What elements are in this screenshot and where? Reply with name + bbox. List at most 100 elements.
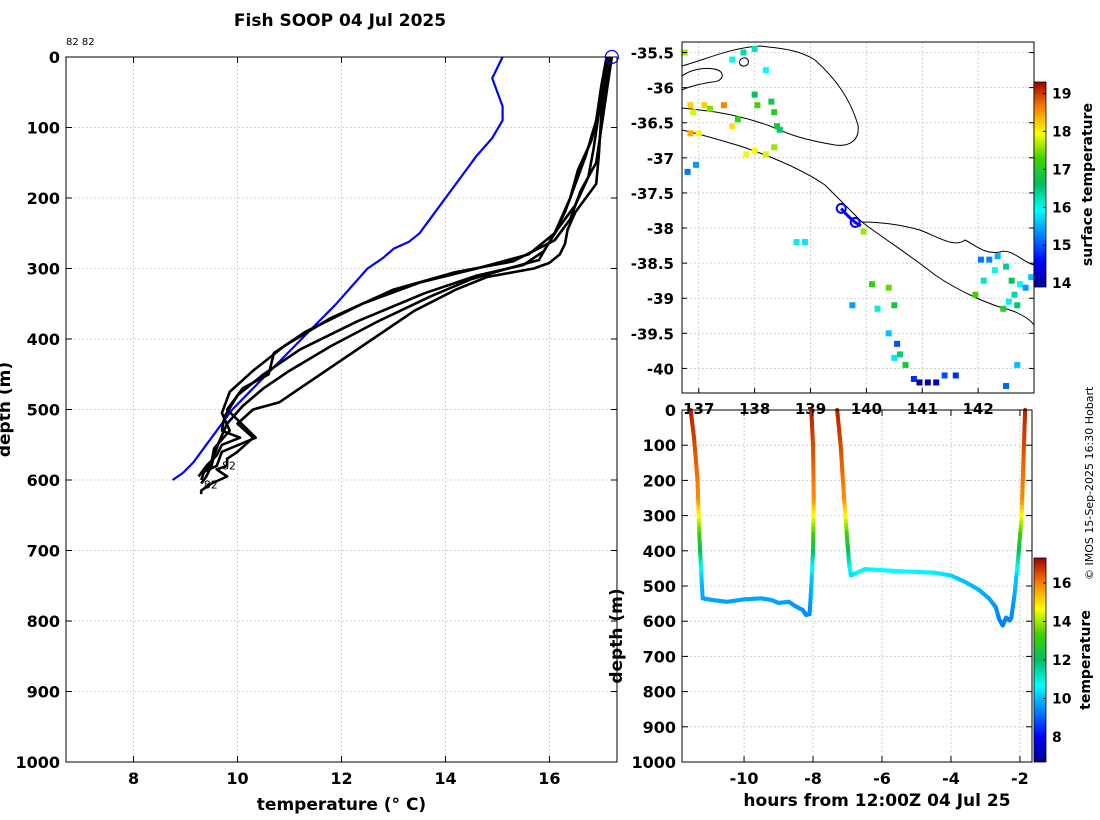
sst-pixel [952,372,959,379]
sst-pixel [801,239,808,246]
temperature-colorbar-tick-label: 14 [1052,615,1072,631]
sst-pixel [687,102,694,109]
sst-pixel [1014,361,1021,368]
sst-pixel [1022,284,1029,291]
transect-y-tick-label: 100 [643,436,676,455]
sst-pixel [720,102,727,109]
sst-pixel [972,291,979,298]
profile-cast-line [200,56,608,475]
x-tick-label: 10 [226,769,248,788]
y-tick-label: 900 [27,683,60,702]
sst-pixel [991,267,998,274]
cast-annotation: 82 [204,478,218,491]
sst-pixel [1017,281,1024,288]
map-x-tick-label: 142 [962,400,993,418]
sst-pixel [751,147,758,154]
x-tick-label: 8 [128,769,139,788]
x-tick-label: 16 [538,769,560,788]
sst-pixel [740,49,747,56]
track-marker [849,216,861,228]
sst-pixel [860,228,867,235]
sst-colorbar-tick-label: 16 [1052,200,1071,216]
map-y-tick-label: -36 [647,80,674,98]
sst-pixel [771,109,778,116]
track-marker [835,202,847,214]
sst-pixel [924,379,931,386]
transect-y-tick-label: 1000 [631,753,676,772]
sst-pixel [1003,263,1010,270]
sst-pixel [849,302,856,309]
transect-chart: -10 -8 -6 -4 -2 0 100 200 300 400 500 600 700 800 900 1… [607,401,1094,811]
transect-y-tick-label: 600 [643,612,676,631]
temperature-colorbar-label: temperature [1078,610,1094,710]
transect-y-tick-label: 400 [643,542,676,561]
sst-pixel [768,98,775,105]
x-axis-label: temperature (° C) [257,795,426,815]
sst-pixel [1014,302,1021,309]
sst-pixel [891,354,898,361]
transect-x-tick-label: -4 [942,769,960,788]
sst-pixel [874,305,881,312]
sst-pixel [885,284,892,291]
map-y-tick-label: -40 [647,360,674,378]
transect-y-tick-label: 200 [643,471,676,490]
imos-credit: © IMOS 15-Sep-2025 16:30 Hobart [1083,386,1096,580]
sst-pixel [751,46,758,53]
cast-annotation: 82 [222,459,236,472]
map-y-tick-label: -39.5 [631,325,674,343]
sst-pixel [762,67,769,74]
transect-y-tick-label: 0 [665,401,676,420]
top-cast-labels: 82 82 [66,37,95,48]
profile-cast-line [200,56,611,485]
sst-pixel [894,340,901,347]
sst-pixel [701,102,708,109]
sst-colorbar [1033,81,1047,288]
map-y-tick-label: -39 [647,290,674,308]
ship-track [840,207,862,228]
y-tick-label: 200 [27,189,60,208]
transect-x-axis-label: hours from 12:00Z 04 Jul 25 [743,791,1010,811]
sst-colorbar-tick-label: 15 [1052,238,1071,254]
y-tick-label: 300 [27,260,60,279]
sst-pixel [692,161,699,168]
sst-pixel [751,91,758,98]
temperature-colorbar-tick-label: 16 [1052,576,1071,592]
profile-cast-line [197,56,608,478]
sst-pixel [1000,305,1007,312]
figure-title: Fish SOOP 04 Jul 2025 [234,11,446,31]
y-tick-label: 700 [27,542,60,561]
map-x-tick-label: 137 [683,400,714,418]
sst-pixel [743,151,750,158]
y-tick-label: 600 [27,471,60,490]
sst-pixel [910,375,917,382]
sst-pixel [690,109,697,116]
sst-pixel [771,144,778,151]
y-axis-label: depth (m) [0,362,15,457]
map-y-tick-label: -37.5 [631,185,674,203]
sst-pixel [933,379,940,386]
sst-pixel [793,239,800,246]
sst-pixel [941,372,948,379]
map-y-tick-label: -36.5 [631,115,674,133]
sst-pixel [868,281,875,288]
transect-y-tick-label: 500 [643,577,676,596]
transect-y-tick-label: 800 [643,683,676,702]
transect-x-tick-label: -2 [1011,769,1029,788]
sst-colorbar-tick-label: 14 [1052,276,1072,292]
sst-pixel [1005,298,1012,305]
sst-pixel [687,130,694,137]
sst-pixel [980,277,987,284]
sst-pixel [1028,274,1035,281]
profile-cast-line [199,56,614,495]
sst-pixel [1008,277,1015,284]
map-x-tick-label: 141 [907,400,938,418]
island-outline [739,57,749,67]
map-y-tick-label: -38 [647,220,674,238]
map-x-tick-label: 138 [739,400,770,418]
map-y-tick-label: -35.5 [631,45,674,63]
sst-colorbar-tick-label: 17 [1052,162,1071,178]
x-tick-label: 12 [330,769,352,788]
transect-y-axis-label: depth (m) [607,588,627,683]
y-tick-label: 100 [27,119,60,138]
